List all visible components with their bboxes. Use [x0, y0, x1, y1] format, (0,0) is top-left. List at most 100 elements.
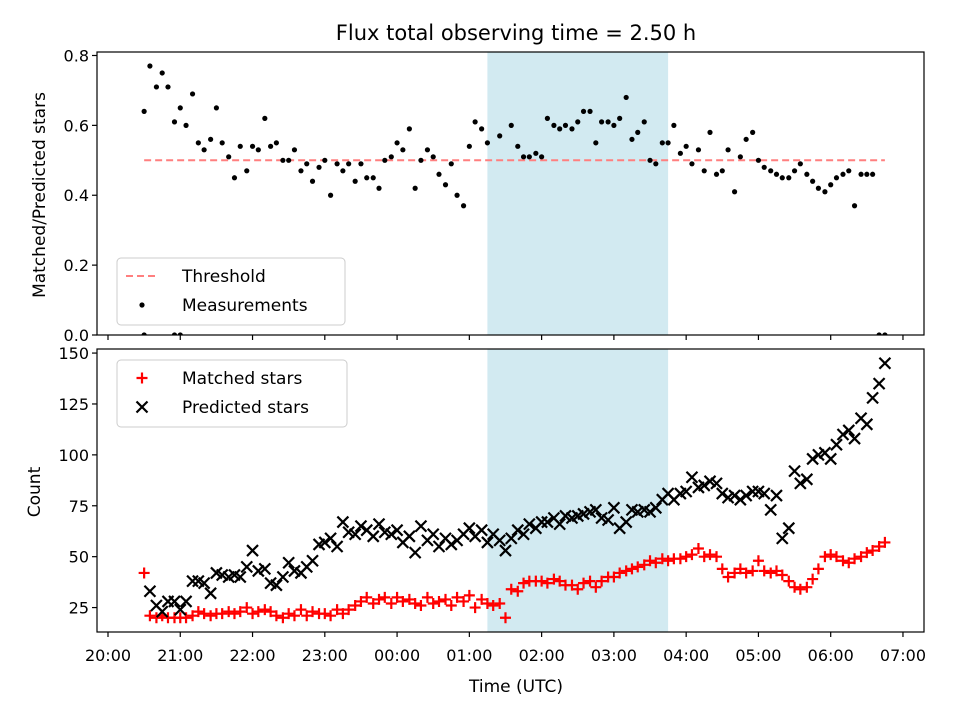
matched-stars-point	[740, 567, 752, 579]
matched-stars-point	[307, 606, 319, 618]
measurements-point	[334, 161, 340, 167]
matched-stars-point	[228, 608, 240, 620]
measurements-point	[400, 147, 406, 153]
matched-stars-point	[572, 583, 584, 595]
matched-stars-point	[536, 575, 548, 587]
x-tick-label: 22:00	[229, 646, 275, 665]
matched-stars-point	[247, 608, 259, 620]
matched-stars-point	[541, 577, 553, 589]
measurements-point	[273, 140, 279, 146]
measurements-point	[533, 150, 539, 156]
matched-stars-point	[421, 591, 433, 603]
predicted-stars-point	[860, 418, 874, 431]
matched-stars-point	[518, 577, 530, 589]
measurements-point	[448, 161, 454, 167]
matched-stars-point	[716, 563, 728, 575]
measurements-point	[177, 105, 183, 111]
predicted-stars-point	[197, 576, 211, 590]
matched-stars-point	[397, 595, 409, 607]
predicted-stars-point	[523, 517, 536, 531]
matched-stars-point	[270, 610, 282, 622]
predicted-stars-point	[282, 556, 295, 570]
matched-stars-point	[361, 591, 373, 603]
ratio-axes-frame	[96, 51, 925, 336]
predicted-stars-point	[276, 570, 290, 584]
counts-y-tick-label: 50	[69, 548, 89, 567]
count-axes-frame	[96, 348, 925, 633]
predicted-stars-point	[354, 519, 368, 533]
measurements-point	[262, 115, 268, 121]
matched-stars-point	[566, 579, 578, 591]
matched-stars-point	[698, 551, 710, 563]
predicted-stars-point	[728, 489, 741, 502]
x-tick-label: 00:00	[374, 646, 420, 665]
predicted-stars-point	[173, 603, 187, 616]
matched-stars-point	[548, 573, 560, 585]
measurements-point	[791, 168, 798, 174]
matched-stars-point	[288, 610, 300, 622]
predicted-stars-point	[806, 452, 819, 466]
matched-stars-point	[252, 606, 264, 618]
measurements-point	[201, 147, 207, 153]
measurements-point	[677, 150, 683, 156]
x-tick-label: 05:00	[735, 646, 781, 665]
x-tick-label: 21:00	[157, 646, 203, 665]
matched-stars-point	[367, 597, 379, 609]
measurements-point	[804, 171, 810, 177]
measurements-point	[460, 203, 467, 209]
measurements-point	[340, 168, 346, 174]
matched-stars-point	[138, 567, 150, 579]
matched-stars-point	[385, 597, 397, 609]
matched-stars-point	[783, 575, 795, 587]
measurements-point	[539, 154, 545, 160]
count-legend-label: Matched stars	[182, 369, 302, 389]
measurements-point	[346, 161, 352, 167]
predicted-stars-point	[348, 527, 362, 541]
matched-stars-point	[331, 604, 343, 616]
matched-stars-point	[855, 551, 867, 563]
matched-stars-point	[867, 545, 879, 557]
matched-stars-point	[608, 571, 620, 583]
predicted-stars-point	[246, 544, 259, 557]
measurements-point	[840, 171, 846, 177]
measurements-point	[147, 63, 153, 69]
matched-stars-point	[205, 610, 217, 622]
matched-stars-point	[198, 608, 210, 620]
predicted-stars-point	[318, 536, 332, 549]
measurements-point	[472, 119, 478, 125]
measurements-point	[575, 119, 581, 125]
matched-stars-point	[644, 555, 656, 567]
predicted-stars-point	[541, 515, 554, 529]
measurements-point	[358, 161, 364, 167]
predicted-stars-point	[366, 530, 380, 543]
matched-stars-point	[596, 575, 608, 587]
measurements-point	[442, 182, 449, 188]
matched-stars-point	[234, 606, 246, 618]
measurements-point	[864, 171, 870, 177]
measurements-point	[611, 122, 617, 128]
matched-stars-point	[259, 604, 271, 616]
matched-stars-point	[656, 553, 668, 565]
measurements-point	[828, 182, 834, 188]
measurements-point	[141, 108, 147, 114]
matched-stars-point	[632, 561, 644, 573]
matched-stars-point	[373, 593, 385, 605]
matched-stars-point	[337, 608, 349, 620]
predicted-stars-point	[336, 515, 350, 529]
measurements-point	[719, 168, 725, 174]
predicted-stars-point	[607, 501, 621, 515]
matched-stars-point	[241, 602, 253, 614]
predicted-stars-point	[739, 489, 753, 502]
matched-stars-point	[825, 549, 837, 561]
predicted-stars-point	[186, 574, 199, 588]
measurements-point	[833, 175, 840, 181]
matched-stars-point	[722, 571, 734, 583]
measurements-point	[822, 189, 828, 195]
measurements-point	[750, 129, 756, 135]
predicted-stars-point	[258, 562, 272, 576]
measurements-point	[352, 178, 358, 184]
predicted-stars-point	[770, 489, 783, 502]
predicted-stars-point	[511, 523, 525, 537]
ratio-legend-label: Measurements	[182, 296, 308, 316]
